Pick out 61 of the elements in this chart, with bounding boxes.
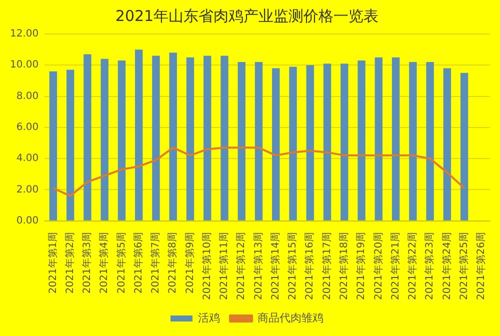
x-tick-label: 2021年第13周 [252,232,264,300]
x-tick-label: 2021年第5周 [115,232,128,294]
bar [66,70,74,220]
bar [118,60,126,220]
legend-label: 活鸡 [198,311,220,324]
bar [392,57,400,220]
bar [374,57,383,220]
bar [238,62,246,220]
x-tick-label: 2021年第23周 [424,232,436,300]
y-tick-label: 12.00 [10,28,39,40]
x-tick-label: 2021年第4周 [98,232,110,294]
x-tick-label: 2021年第14周 [269,232,282,300]
x-tick-label: 2021年第10周 [200,232,213,300]
bar [204,56,212,220]
bar [100,58,108,220]
y-tick-label: 6.00 [16,122,39,134]
x-tick-label: 2021年第26周 [475,232,488,300]
x-tick-label: 2021年第16周 [304,232,316,300]
bar [186,57,194,220]
x-tick-label: 2021年第19周 [355,232,368,300]
x-tick-label: 2021年第17周 [320,232,333,300]
bar [358,60,366,220]
x-tick-label: 2021年第9周 [184,232,196,294]
y-tick-label: 2.00 [16,184,39,196]
bar [306,65,314,220]
bar [289,66,297,220]
legend-label: 商品代肉雏鸡 [258,311,324,324]
x-tick-label: 2021年第2周 [64,232,76,294]
bar [169,52,177,220]
x-tick-label: 2021年第25周 [458,232,470,300]
x-tick-label: 2021年第11周 [218,232,230,300]
x-tick-label: 2021年第21周 [389,232,402,300]
bar [443,68,452,220]
x-tick-label: 2021年第3周 [81,232,94,294]
x-tick-label: 2021年第12周 [235,232,248,300]
x-tick-label: 2021年第1周 [46,232,59,294]
x-tick-label: 2021年第6周 [132,232,144,294]
x-tick-label: 2021年第8周 [166,232,179,294]
bar [272,68,280,220]
y-tick-label: 0.00 [16,215,39,226]
bar [84,54,92,220]
chart-title: 2021年山东省肉鸡产业监测价格一览表 [115,6,379,25]
x-tick-label: 2021年第24周 [440,232,453,300]
bar [254,62,263,220]
bar [323,64,332,220]
y-tick-label: 10.00 [10,60,39,71]
bar [340,64,348,220]
bar [134,50,143,220]
bar [409,62,417,220]
x-tick-label: 2021年第18周 [338,232,350,300]
bar [426,62,434,220]
x-tick-label: 2021年第20周 [372,232,384,300]
bar [152,56,160,220]
bar [460,72,468,220]
y-tick-label: 4.00 [16,153,39,164]
bar [49,71,58,220]
x-tick-label: 2021年第22周 [406,232,419,300]
bar [220,56,228,220]
x-tick-label: 2021年第15周 [286,232,299,300]
x-tick-label: 2021年第7周 [150,232,162,294]
y-tick-label: 8.00 [16,90,39,102]
